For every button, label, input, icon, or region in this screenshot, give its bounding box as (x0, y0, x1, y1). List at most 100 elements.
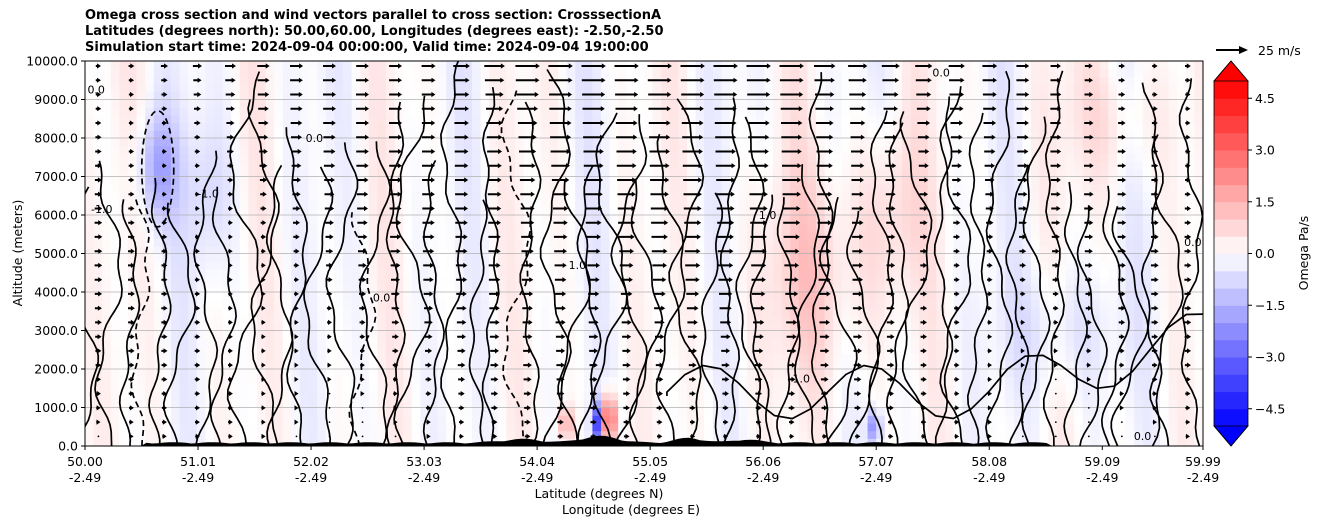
omega-cell (282, 145, 292, 154)
omega-cell (377, 153, 387, 162)
omega-cell (669, 114, 679, 124)
omega-cell (687, 322, 697, 332)
omega-cell (265, 161, 275, 170)
omega-cell (188, 107, 198, 116)
omega-cell (248, 114, 258, 124)
omega-cell (790, 384, 800, 393)
omega-cell (265, 338, 275, 347)
omega-cell (128, 299, 138, 308)
omega-cell (257, 138, 267, 147)
omega-cell (626, 307, 636, 316)
omega-cell (618, 353, 628, 362)
omega-cell (867, 276, 877, 285)
omega-cell (274, 161, 284, 170)
omega-cell (205, 114, 215, 124)
omega-cell (807, 268, 817, 278)
omega-cell (162, 122, 172, 131)
omega-cell (291, 369, 301, 378)
omega-cell (790, 91, 800, 101)
omega-cell (841, 376, 851, 385)
omega-cell (386, 353, 396, 362)
omega-cell (153, 168, 163, 178)
omega-cell (687, 292, 697, 301)
omega-cell (282, 61, 292, 70)
omega-cell (884, 392, 894, 401)
omega-cell (566, 307, 576, 316)
omega-cell (506, 130, 516, 139)
omega-cell (876, 369, 886, 378)
omega-cell (446, 168, 456, 178)
omega-cell (85, 315, 95, 324)
omega-cell (472, 361, 482, 370)
omega-cell (669, 68, 679, 77)
omega-cell (386, 338, 396, 347)
omega-cell (85, 353, 95, 362)
omega-cell (601, 407, 611, 416)
omega-cell (403, 299, 413, 308)
omega-cell (463, 176, 473, 185)
omega-cell (162, 361, 172, 370)
omega-cell (85, 130, 95, 139)
omega-cell (558, 384, 568, 393)
omega-cell (420, 153, 430, 162)
omega-cell (747, 422, 757, 432)
omega-cell (669, 176, 679, 185)
omega-cell (437, 153, 447, 162)
omega-cell (859, 84, 869, 93)
omega-cell (145, 230, 155, 239)
omega-cell (351, 99, 361, 108)
omega-cell (360, 114, 370, 124)
omega-cell (884, 107, 894, 116)
omega-cell (747, 222, 757, 231)
omega-cell (626, 361, 636, 370)
omega-cell (781, 238, 791, 247)
omega-cell (549, 338, 559, 347)
omega-cell (644, 168, 654, 178)
omega-cell (325, 376, 335, 385)
omega-cell (248, 184, 258, 193)
omega-cell (523, 153, 533, 162)
omega-cell (704, 168, 714, 178)
omega-cell (730, 114, 740, 124)
omega-cell (368, 384, 378, 393)
omega-cell (282, 399, 292, 409)
omega-cell (575, 138, 585, 147)
omega-cell (721, 168, 731, 178)
omega-cell (798, 438, 808, 446)
omega-cell (188, 91, 198, 101)
omega-cell (136, 238, 146, 247)
omega-cell (936, 245, 946, 255)
omega-cell (102, 176, 112, 185)
omega-cell (128, 191, 138, 201)
omega-cell (841, 91, 851, 101)
omega-cell (540, 307, 550, 316)
omega-cell (85, 392, 95, 401)
omega-cell (644, 138, 654, 147)
omega-cell (179, 422, 189, 432)
omega-cell (927, 322, 937, 332)
omega-cell (222, 253, 232, 262)
omega-cell (248, 84, 258, 93)
omega-cell (162, 276, 172, 285)
omega-cell (798, 84, 808, 93)
omega-cell (523, 230, 533, 239)
omega-cell (239, 91, 249, 101)
omega-cell (566, 338, 576, 347)
omega-cell (712, 422, 722, 432)
omega-cell (205, 361, 215, 370)
omega-cell (927, 68, 937, 77)
omega-cell (205, 168, 215, 178)
omega-cell (171, 276, 181, 285)
omega-cell (188, 61, 198, 70)
omega-cell (661, 284, 671, 293)
omega-cell (248, 438, 258, 446)
omega-cell (325, 345, 335, 355)
omega-cell (609, 245, 619, 255)
omega-cell (205, 322, 215, 332)
omega-cell (145, 84, 155, 93)
omega-cell (626, 345, 636, 355)
omega-cell (403, 84, 413, 93)
omega-cell (850, 399, 860, 409)
omega-cell (171, 307, 181, 316)
omega-cell (343, 415, 353, 424)
